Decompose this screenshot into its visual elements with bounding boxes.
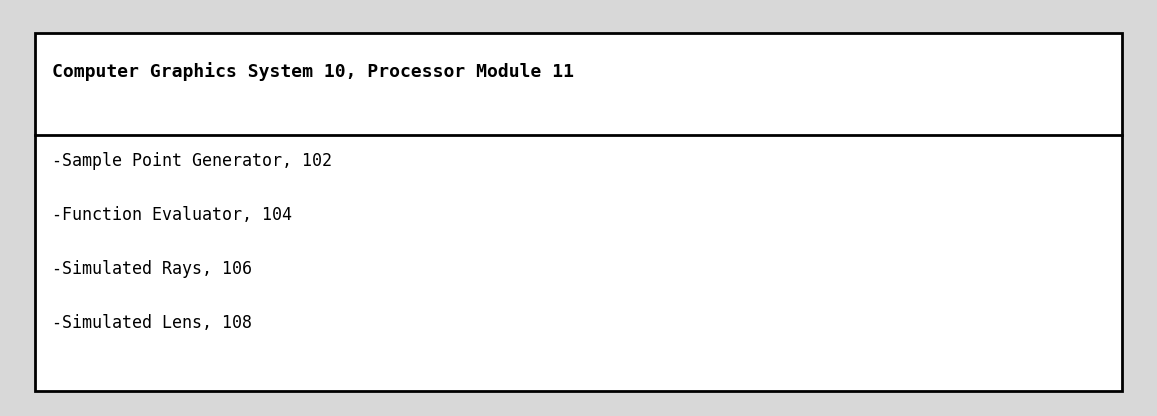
Text: Computer Graphics System 10, Processor Module 11: Computer Graphics System 10, Processor M… — [52, 62, 574, 82]
Text: -Simulated Lens, 108: -Simulated Lens, 108 — [52, 314, 252, 332]
Text: -Simulated Rays, 106: -Simulated Rays, 106 — [52, 260, 252, 278]
FancyBboxPatch shape — [35, 33, 1122, 391]
Text: -Function Evaluator, 104: -Function Evaluator, 104 — [52, 206, 292, 224]
Text: -Sample Point Generator, 102: -Sample Point Generator, 102 — [52, 152, 332, 170]
